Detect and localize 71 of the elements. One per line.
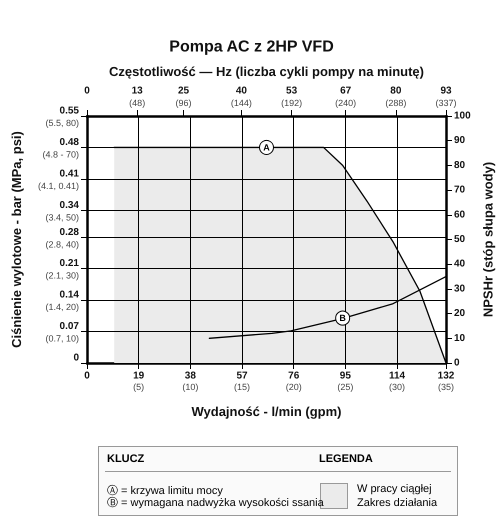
text: (192): [281, 98, 302, 108]
text: (30): [389, 382, 406, 392]
text: (5): [133, 382, 144, 392]
text: (96): [176, 98, 192, 108]
x-tick-label: 0: [84, 370, 90, 382]
y-tick-label: 0.21: [60, 258, 80, 270]
y-tick-label: 0.55: [60, 106, 80, 116]
text: (20): [286, 382, 302, 392]
text: (35): [438, 382, 454, 392]
text: Ⓐ = krzywa limitu mocy: [107, 484, 223, 497]
x2-tick-label: 25: [178, 86, 190, 96]
y-tick-label: 0: [73, 352, 80, 364]
x2-tick-label: 13: [132, 86, 144, 96]
text: W pracy ciągłej: [357, 483, 432, 495]
y-tick-label: 0.34: [60, 200, 80, 211]
x2-tick-label: 80: [390, 86, 402, 96]
text: (0.7, 10): [45, 334, 79, 344]
text: (3.4, 50): [45, 212, 79, 222]
text: (10): [182, 382, 198, 392]
text: LEGENDA: [319, 453, 373, 465]
x-tick-label: 76: [288, 370, 300, 382]
y-tick-label: 0.48: [60, 136, 80, 148]
text: (1.4, 20): [45, 302, 79, 312]
text: (48): [129, 98, 146, 108]
y-axis-title: Ciśnienie wylotowe - bar (MPa, psi): [9, 131, 24, 348]
y2-tick-label: 90: [454, 135, 466, 146]
text: Ⓑ = wymagana nadwyżka wysokości ssania: [107, 496, 324, 510]
x-tick-label: 132: [438, 370, 455, 382]
text: (240): [335, 98, 356, 108]
x-tick-label: 95: [340, 370, 352, 382]
y2-axis-title: NPSHr (stóp słupa wody): [480, 162, 496, 318]
x2-tick-label: 67: [340, 86, 352, 96]
text: (337): [435, 98, 457, 108]
x-tick-label: 38: [184, 370, 196, 382]
text: (2.8, 40): [45, 239, 79, 250]
text: Zakres działania: [357, 497, 438, 509]
x-axis-title: Wydajność - l/min (gpm): [192, 404, 342, 419]
y2-tick-label: 50: [454, 234, 466, 245]
y2-tick-label: 60: [454, 209, 466, 220]
x2-tick-label: 0: [84, 86, 90, 96]
y-tick-label: 0.07: [60, 321, 80, 332]
y2-tick-label: 10: [454, 332, 466, 344]
text: (5.5, 80): [45, 118, 79, 128]
text: (4.1, 0.41): [38, 180, 79, 191]
y2-tick-label: 70: [454, 184, 466, 196]
x2-tick-label: 93: [440, 86, 452, 96]
text: (2.1, 30): [45, 270, 79, 281]
y-tick-label: 0.41: [60, 168, 80, 180]
x-tick-label: 19: [133, 370, 145, 382]
text: (25): [337, 382, 354, 392]
x-tick-label: 114: [388, 370, 406, 382]
x2-axis-title: Częstotliwość — Hz (liczba cykli pompy na minutę): [109, 64, 424, 79]
x2-tick-label: 53: [286, 86, 298, 96]
text: (4.8 - 70): [42, 149, 79, 160]
x2-tick-label: 40: [236, 86, 248, 96]
y2-tick-label: 40: [454, 258, 466, 270]
text: (288): [385, 98, 406, 108]
y2-tick-label: 0: [454, 358, 460, 368]
annotation: A: [263, 142, 270, 152]
annotation: B: [339, 313, 346, 324]
text: (144): [230, 98, 252, 108]
y-tick-label: 0.28: [60, 226, 80, 238]
y2-tick-label: 100: [454, 110, 472, 122]
y-tick-label: 0.14: [60, 290, 80, 301]
text: (15): [234, 382, 250, 392]
chart-title: Pompa AC z 2HP VFD: [169, 38, 334, 56]
text: KLUCZ: [107, 453, 144, 465]
x-tick-label: 57: [236, 370, 248, 382]
y2-tick-label: 30: [454, 283, 466, 294]
y2-tick-label: 20: [454, 308, 466, 320]
y2-tick-label: 80: [454, 160, 466, 171]
